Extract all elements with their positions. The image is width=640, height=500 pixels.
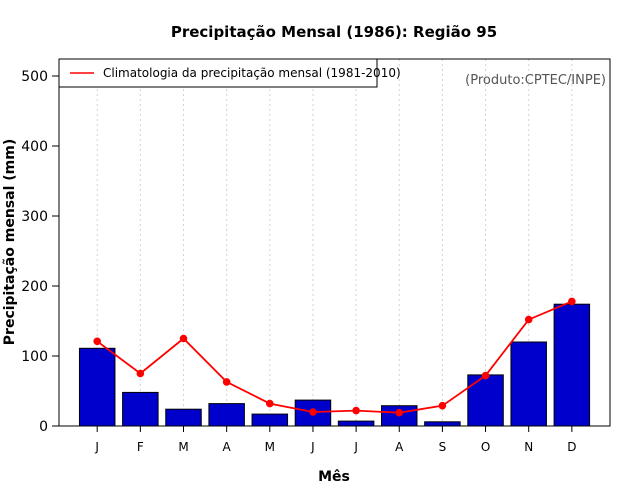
x-tick-label: S — [439, 440, 447, 454]
legend-box — [58, 58, 378, 88]
x-tick-label: N — [524, 440, 533, 454]
y-tick-label: 100 — [21, 349, 48, 365]
climatology-point-1 — [93, 337, 101, 346]
y-tick-label: 300 — [21, 209, 48, 225]
y-tick-label: 400 — [21, 139, 48, 155]
x-tick-label: M — [178, 440, 188, 454]
bar-n-11 — [510, 341, 547, 427]
climatology-point-2 — [136, 369, 145, 378]
chart-title: Precipitação Mensal (1986): Região 95 — [171, 23, 497, 41]
climatology-line — [96, 300, 573, 414]
x-tick-label: D — [567, 440, 576, 454]
x-tick-label: A — [395, 440, 404, 454]
bar-f-2 — [122, 391, 159, 427]
source-annotation: (Produto:CPTEC/INPE) — [465, 73, 606, 88]
y-tick-label: 0 — [39, 419, 48, 435]
y-axis-title: Precipitação mensal (mm) — [2, 139, 18, 345]
climatology-point-7 — [352, 406, 360, 415]
bar-d-12 — [553, 303, 591, 427]
climatology-point-5 — [266, 399, 274, 408]
climatology-point-10 — [481, 371, 490, 380]
x-tick-label: J — [353, 440, 358, 454]
grid-lines — [96, 59, 573, 426]
bar-series — [78, 303, 591, 427]
climatology-point-4 — [222, 378, 231, 386]
bar-j-7 — [337, 420, 375, 427]
climatology-point-12 — [568, 297, 576, 306]
bar-s-9 — [424, 421, 461, 427]
bar-j-1 — [78, 347, 116, 427]
x-tick-label: A — [223, 440, 232, 454]
bar-m-5 — [251, 413, 289, 427]
x-tick-label: J — [310, 440, 315, 454]
climatology-point-11 — [524, 315, 533, 324]
y-axis: 0 100 200 300 400 500 — [21, 69, 59, 435]
climatology-point-3 — [179, 334, 188, 343]
y-tick-label: 200 — [21, 279, 48, 295]
bar-a-4 — [208, 403, 245, 427]
climatology-point-9 — [438, 401, 447, 410]
legend-entry-climatology: Climatologia da precipitação mensal (198… — [103, 66, 401, 80]
x-tick-label: M — [265, 440, 275, 454]
climatology-point-8 — [395, 408, 404, 417]
climatology-line-series — [93, 297, 576, 417]
climatology-point-6 — [309, 408, 317, 416]
y-tick-label: 500 — [21, 69, 48, 85]
x-axis-title: Mês — [318, 469, 350, 485]
x-tick-label: O — [481, 440, 490, 454]
bar-m-3 — [165, 408, 202, 427]
legend: Climatologia da precipitação mensal (198… — [58, 58, 401, 88]
x-tick-label: J — [94, 440, 99, 454]
bar-o-10 — [467, 374, 504, 427]
x-tick-label: F — [137, 440, 144, 454]
